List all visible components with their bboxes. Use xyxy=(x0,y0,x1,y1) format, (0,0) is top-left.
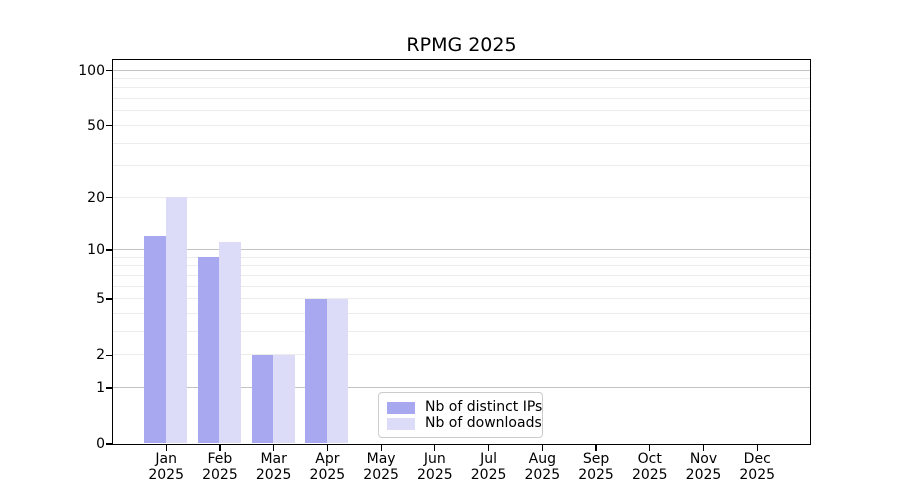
y-tick xyxy=(106,354,113,356)
legend-label-downloads: Nb of downloads xyxy=(425,415,542,431)
y-gridline-minor xyxy=(112,330,810,332)
bar-downloads-apr xyxy=(326,298,349,444)
y-tick xyxy=(106,443,113,445)
y-gridline-minor xyxy=(112,256,810,258)
y-tick xyxy=(106,387,113,389)
y-tick xyxy=(106,125,113,127)
x-tick-label: Aug 2025 xyxy=(524,451,561,483)
x-tick xyxy=(541,445,543,451)
plot-area xyxy=(111,58,811,445)
x-tick xyxy=(273,445,275,451)
y-tick-label: 1 xyxy=(96,379,105,396)
bars-layer xyxy=(113,60,810,444)
bar-ips-apr xyxy=(305,298,327,444)
x-tick xyxy=(219,445,221,451)
y-tick-label: 0 xyxy=(96,436,105,452)
y-gridline-minor xyxy=(112,274,810,276)
bar-downloads-jan xyxy=(165,197,188,444)
x-tick-label: Apr 2025 xyxy=(309,451,346,483)
chart-title: RPMG 2025 xyxy=(406,34,517,56)
legend-swatch-downloads xyxy=(387,417,415,430)
legend-item-downloads: Nb of downloads xyxy=(387,416,542,431)
y-tick xyxy=(106,69,113,72)
y-gridline-major xyxy=(112,386,810,388)
y-tick-label: 100 xyxy=(78,62,105,79)
y-gridline-minor xyxy=(112,354,810,356)
x-tick xyxy=(487,445,490,451)
x-tick-label: Jul 2025 xyxy=(470,451,507,483)
bar-ips-jan xyxy=(144,235,166,444)
y-gridline-minor xyxy=(112,312,810,314)
x-tick-label: Feb 2025 xyxy=(202,451,238,483)
x-tick xyxy=(756,445,758,451)
x-tick xyxy=(326,445,328,451)
y-tick xyxy=(106,249,113,251)
bar-downloads-feb xyxy=(219,242,241,444)
x-tick-label: Oct 2025 xyxy=(631,451,668,483)
x-tick-label: Sep 2025 xyxy=(578,451,614,483)
y-gridline-minor xyxy=(112,78,810,80)
y-gridline-minor xyxy=(112,265,810,267)
y-gridline-minor xyxy=(112,98,810,100)
legend-item-distinct-ips: Nb of distinct IPs xyxy=(387,400,542,415)
y-tick-label: 20 xyxy=(87,189,105,206)
y-gridline-major xyxy=(112,69,810,71)
legend-label-distinct-ips: Nb of distinct IPs xyxy=(425,399,543,415)
y-tick-label: 50 xyxy=(87,117,105,134)
y-gridline-minor xyxy=(112,110,810,112)
y-gridline-minor xyxy=(112,87,810,89)
y-tick-label: 10 xyxy=(87,241,105,258)
x-tick-label: Dec 2025 xyxy=(739,451,776,483)
x-tick-label: Nov 2025 xyxy=(685,451,722,483)
y-gridline-major xyxy=(112,248,810,250)
y-gridline-minor xyxy=(112,298,810,300)
bar-ips-mar xyxy=(251,354,274,444)
x-tick xyxy=(649,445,651,451)
y-gridline-minor xyxy=(112,196,810,198)
x-tick-label: May 2025 xyxy=(363,451,399,483)
x-tick-label: Mar 2025 xyxy=(255,451,292,483)
x-tick xyxy=(165,445,167,451)
legend-swatch-distinct-ips xyxy=(387,401,415,414)
y-tick-label: 2 xyxy=(96,347,105,364)
x-tick xyxy=(702,445,705,451)
legend: Nb of distinct IPs Nb of downloads xyxy=(378,392,543,438)
y-tick xyxy=(106,298,113,300)
x-tick xyxy=(434,445,436,451)
y-tick-label: 5 xyxy=(96,291,105,308)
y-tick xyxy=(106,197,113,199)
bar-ips-feb xyxy=(197,257,220,444)
y-gridline-minor xyxy=(112,142,810,144)
y-gridline-minor xyxy=(112,285,810,287)
gridlines-layer xyxy=(112,60,810,444)
x-tick xyxy=(595,445,597,451)
bar-downloads-mar xyxy=(273,354,295,444)
y-gridline-minor xyxy=(112,124,810,126)
y-gridline-minor xyxy=(112,165,810,167)
x-tick-label: Jun 2025 xyxy=(417,451,453,483)
x-tick xyxy=(380,445,382,451)
x-tick-label: Jan 2025 xyxy=(148,451,184,483)
